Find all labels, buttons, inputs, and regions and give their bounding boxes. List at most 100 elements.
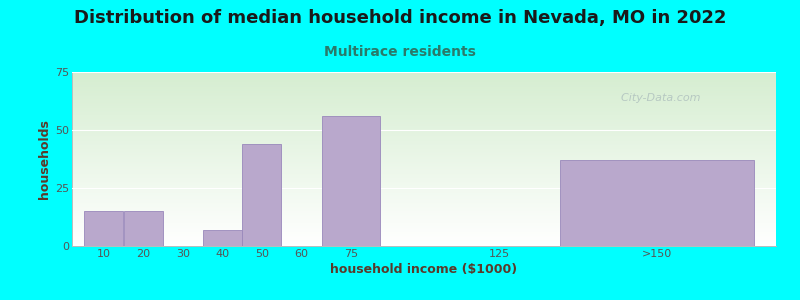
Bar bbox=[72, 92, 776, 93]
Bar bbox=[72, 239, 776, 240]
Bar bbox=[72, 121, 776, 122]
Bar bbox=[72, 103, 776, 104]
Bar bbox=[72, 162, 776, 163]
Bar bbox=[72, 108, 776, 109]
Bar bbox=[72, 167, 776, 168]
Bar bbox=[242, 144, 282, 246]
Bar bbox=[72, 116, 776, 117]
Bar bbox=[72, 205, 776, 206]
Text: Distribution of median household income in Nevada, MO in 2022: Distribution of median household income … bbox=[74, 9, 726, 27]
Bar bbox=[72, 182, 776, 183]
Bar bbox=[72, 198, 776, 199]
Bar bbox=[72, 208, 776, 209]
Bar bbox=[72, 74, 776, 75]
Bar bbox=[72, 224, 776, 225]
Bar bbox=[72, 203, 776, 204]
Bar bbox=[72, 183, 776, 184]
X-axis label: household income ($1000): household income ($1000) bbox=[330, 263, 518, 276]
Bar bbox=[72, 87, 776, 88]
Bar bbox=[72, 212, 776, 213]
Bar bbox=[72, 78, 776, 79]
Bar bbox=[72, 158, 776, 159]
Bar bbox=[72, 131, 776, 132]
Bar bbox=[72, 80, 776, 81]
Bar bbox=[72, 117, 776, 118]
Bar bbox=[72, 189, 776, 190]
Bar bbox=[72, 169, 776, 170]
Bar bbox=[72, 105, 776, 106]
Bar bbox=[72, 217, 776, 218]
Bar bbox=[72, 142, 776, 143]
Bar bbox=[72, 107, 776, 108]
Bar bbox=[72, 152, 776, 153]
Bar bbox=[72, 134, 776, 135]
Bar bbox=[72, 177, 776, 178]
Bar bbox=[72, 207, 776, 208]
Bar bbox=[72, 156, 776, 157]
Bar bbox=[72, 194, 776, 195]
Bar bbox=[72, 112, 776, 113]
Bar bbox=[72, 125, 776, 126]
Bar bbox=[72, 220, 776, 221]
Bar bbox=[72, 196, 776, 197]
Bar bbox=[124, 211, 162, 246]
Bar bbox=[72, 111, 776, 112]
Bar bbox=[72, 213, 776, 214]
Bar bbox=[72, 96, 776, 97]
Bar bbox=[72, 75, 776, 76]
Bar bbox=[72, 211, 776, 212]
Bar bbox=[72, 201, 776, 202]
Bar bbox=[72, 186, 776, 187]
Bar bbox=[72, 233, 776, 234]
Bar bbox=[72, 81, 776, 82]
Bar bbox=[72, 237, 776, 238]
Bar bbox=[72, 130, 776, 131]
Bar bbox=[72, 93, 776, 94]
Bar bbox=[72, 221, 776, 222]
Bar bbox=[72, 173, 776, 174]
Bar bbox=[72, 154, 776, 155]
Bar bbox=[72, 234, 776, 235]
Bar bbox=[72, 191, 776, 192]
Bar bbox=[72, 114, 776, 115]
Bar bbox=[72, 180, 776, 181]
Bar bbox=[72, 181, 776, 182]
Bar bbox=[72, 222, 776, 223]
Y-axis label: households: households bbox=[38, 119, 51, 199]
Bar bbox=[72, 88, 776, 89]
Bar bbox=[72, 148, 776, 149]
Bar bbox=[72, 144, 776, 145]
Bar bbox=[72, 118, 776, 119]
Bar bbox=[72, 215, 776, 216]
Bar bbox=[72, 106, 776, 107]
Bar bbox=[72, 149, 776, 150]
Bar bbox=[72, 164, 776, 165]
Bar bbox=[72, 245, 776, 246]
Bar bbox=[72, 197, 776, 198]
Bar bbox=[72, 242, 776, 243]
Bar bbox=[72, 178, 776, 179]
Text: Multirace residents: Multirace residents bbox=[324, 45, 476, 59]
Bar bbox=[72, 123, 776, 124]
Bar bbox=[72, 115, 776, 116]
Bar bbox=[72, 202, 776, 203]
Bar bbox=[72, 89, 776, 90]
Bar bbox=[72, 76, 776, 77]
Bar bbox=[72, 101, 776, 102]
Bar bbox=[72, 235, 776, 236]
Bar bbox=[72, 97, 776, 98]
Bar bbox=[72, 73, 776, 74]
Bar bbox=[72, 147, 776, 148]
Bar bbox=[72, 90, 776, 91]
Bar bbox=[72, 176, 776, 177]
Bar bbox=[72, 161, 776, 162]
Bar bbox=[72, 120, 776, 121]
Bar bbox=[72, 126, 776, 127]
Bar bbox=[72, 119, 776, 120]
Bar bbox=[72, 170, 776, 171]
Bar bbox=[72, 195, 776, 196]
Bar bbox=[72, 145, 776, 146]
Bar bbox=[72, 150, 776, 151]
Bar bbox=[72, 193, 776, 194]
Bar bbox=[72, 102, 776, 103]
